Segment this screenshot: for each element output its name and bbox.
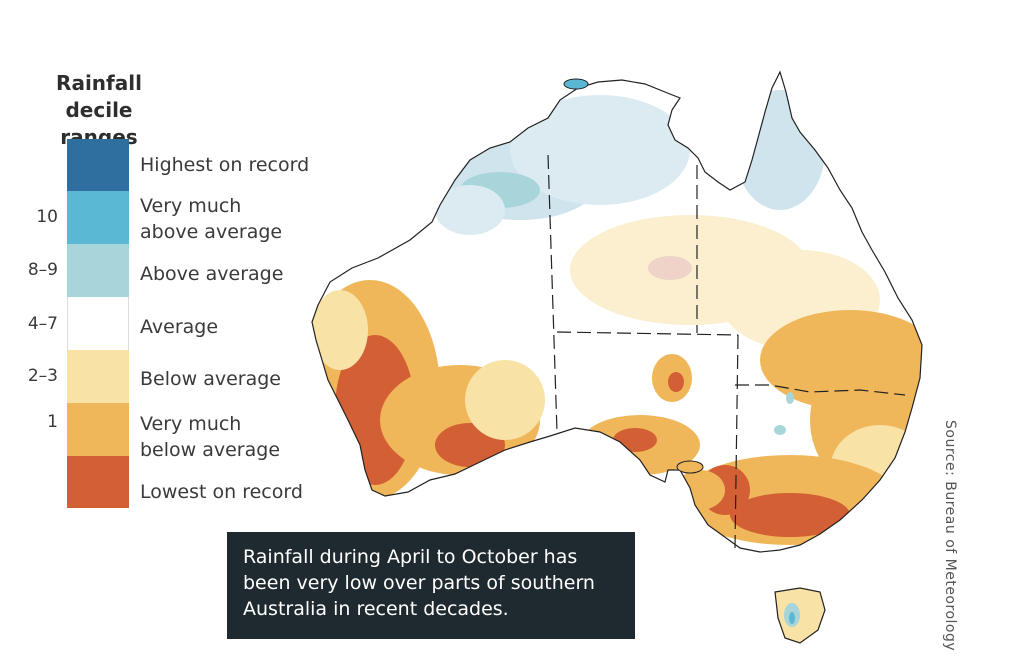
legend-title: Rainfall decile ranges [24,70,174,151]
legend-label-lowest: Lowest on record [140,481,303,503]
decile-label-1: 1 [47,412,58,432]
decile-label-8-9: 8–9 [27,260,58,280]
legend-swatch-lowest [67,456,129,508]
tiwi-islands [563,78,589,90]
legend-label-line2: above average [140,221,283,243]
legend-swatch-highest [67,139,129,191]
legend-label-highest: Highest on record [140,154,310,176]
legend-title-line1: Rainfall [56,71,142,95]
legend-label-below: Below average [140,368,281,390]
decile-label-2-3: 2–3 [27,366,58,386]
decile-label-4-7: 4–7 [27,314,58,334]
legend-label-line2: below average [140,439,281,461]
legend-label-line1: Very much [140,413,242,435]
legend-swatch-average [67,297,129,350]
source-attribution: Source: Bureau of Meteorology [942,420,958,652]
legend-label-very-much-above: Very much above average [140,193,282,245]
kangaroo-island [676,460,704,474]
caption-line2: been very low over parts of southern [243,572,595,594]
legend-swatch-below [67,350,129,403]
caption-box: Rainfall during April to October has bee… [227,532,635,639]
legend-swatch-very-much-above [67,191,129,244]
legend-label-average: Average [140,316,219,338]
legend-label-line1: Very much [140,195,242,217]
caption-line3: Australia in recent decades. [243,598,509,620]
legend-swatch-above [67,244,129,297]
caption-line1: Rainfall during April to October has [243,546,578,568]
legend-label-very-much-below: Very much below average [140,411,280,463]
legend-label-above: Above average [140,263,284,285]
state-borders [547,154,906,549]
decile-label-10: 10 [36,207,58,227]
tasmania [774,587,826,644]
legend-swatch-very-much-below [67,403,129,456]
